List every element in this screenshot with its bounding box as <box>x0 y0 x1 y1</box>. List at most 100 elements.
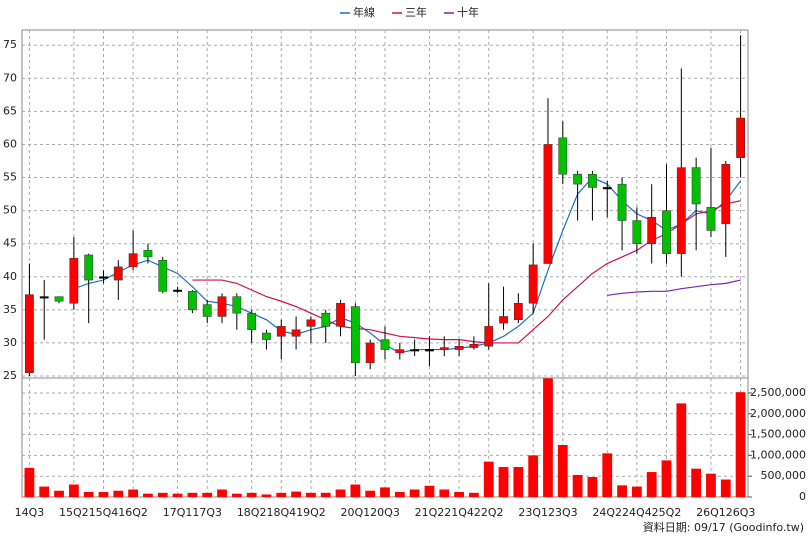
y2-tick-label: 1,500,000 <box>750 428 806 441</box>
candle-body <box>632 220 642 244</box>
volume-bar <box>350 484 361 497</box>
candle-body <box>425 349 434 352</box>
x-tick-label: 24Q4 <box>622 506 652 519</box>
x-tick-label: 26Q3 <box>726 506 756 519</box>
y-tick-label: 40 <box>3 270 17 283</box>
x-tick-label: 14Q3 <box>15 506 45 519</box>
y-tick-label: 30 <box>3 336 17 349</box>
candle-body <box>395 349 405 354</box>
candle-body <box>484 326 494 347</box>
x-tick-label: 17Q3 <box>192 506 222 519</box>
candle-body <box>647 216 657 244</box>
candle-body <box>439 347 449 350</box>
y-tick-label: 75 <box>3 38 17 51</box>
x-tick-label: 19Q2 <box>296 506 326 519</box>
volume-bar <box>335 489 346 497</box>
volume-bar <box>528 455 539 497</box>
y-tick-label: 45 <box>3 237 17 250</box>
candle-body <box>217 296 227 317</box>
volume-bar <box>113 490 124 497</box>
candle-body <box>232 296 242 314</box>
candle-body <box>543 144 553 264</box>
x-tick-label: 26Q1 <box>696 506 726 519</box>
volume-bar <box>128 489 139 497</box>
candle-body <box>84 254 94 281</box>
volume-bar <box>424 485 435 497</box>
y-tick-label: 50 <box>3 204 17 217</box>
y-tick-label: 35 <box>3 303 17 316</box>
candle-body <box>706 207 716 231</box>
volume-bar <box>24 467 35 497</box>
volume-bar <box>513 467 524 497</box>
moving-average-line <box>607 279 741 296</box>
y2-tick-label: 500,000 <box>761 469 807 482</box>
volume-bar <box>217 489 227 497</box>
volume-bar <box>143 493 153 497</box>
candle-body <box>410 349 420 352</box>
volume-bar <box>172 493 183 497</box>
moving-average-line <box>192 200 741 344</box>
candle-body <box>380 339 390 350</box>
volume-bar <box>587 477 598 497</box>
candle-body <box>602 187 612 190</box>
x-tick-label: 16Q2 <box>118 506 148 519</box>
volume-bar <box>157 492 168 497</box>
candle-body <box>113 266 123 281</box>
volume-bar <box>54 490 64 497</box>
volume-bar <box>39 486 50 497</box>
volume-bar <box>291 491 301 497</box>
volume-bar <box>661 460 672 497</box>
volume-bar <box>68 484 79 497</box>
volume-bar <box>246 492 257 497</box>
volume-bar <box>646 472 657 497</box>
volume-bar <box>617 485 627 497</box>
candle-body <box>25 294 34 373</box>
volume-bar <box>691 468 702 497</box>
y-tick-label: 25 <box>3 369 17 382</box>
x-tick-label: 22Q2 <box>474 506 504 519</box>
candle-body <box>365 342 375 364</box>
legend-label: 年線 <box>353 5 375 19</box>
x-tick-label: 23Q1 <box>518 506 548 519</box>
x-tick-label: 20Q3 <box>370 506 400 519</box>
x-tick-label: 21Q4 <box>444 506 474 519</box>
candle-body <box>350 306 360 364</box>
x-tick-label: 25Q2 <box>652 506 682 519</box>
volume-bar <box>202 492 213 497</box>
candle-body <box>306 319 316 327</box>
x-tick-label: 24Q2 <box>592 506 622 519</box>
volume-bar <box>706 473 716 497</box>
x-tick-label: 15Q2 <box>59 506 89 519</box>
x-tick-label: 20Q1 <box>341 506 371 519</box>
volume-bar <box>543 378 553 497</box>
candle-body <box>128 253 138 268</box>
candle-body <box>247 312 257 330</box>
volume-bar <box>572 474 583 497</box>
candle-body <box>469 344 479 348</box>
volume-bar <box>735 392 746 497</box>
candle-body <box>69 258 79 304</box>
candle-body <box>528 264 538 304</box>
x-tick-label: 18Q2 <box>237 506 267 519</box>
candle-body <box>691 167 701 205</box>
volume-bar <box>380 487 390 497</box>
x-tick-label: 21Q2 <box>415 506 445 519</box>
volume-bar <box>365 490 376 497</box>
volume-bar <box>306 492 316 497</box>
candle-body <box>158 259 168 292</box>
candle-body <box>662 210 671 254</box>
candle-body <box>617 183 627 221</box>
volume-bar <box>187 492 198 497</box>
volume-bar <box>483 461 494 497</box>
candle-body <box>202 304 212 317</box>
x-tick-label: 15Q4 <box>89 506 119 519</box>
source-note: 資料日期: 09/17 (Goodinfo.tw) <box>643 520 804 534</box>
volume-bar <box>231 493 242 497</box>
candle-body <box>99 276 108 279</box>
y2-tick-label: 2,000,000 <box>750 407 806 420</box>
volume-bar <box>394 492 405 497</box>
candle-body <box>173 289 182 292</box>
candle-body <box>39 296 49 299</box>
y-tick-label: 65 <box>3 104 17 117</box>
